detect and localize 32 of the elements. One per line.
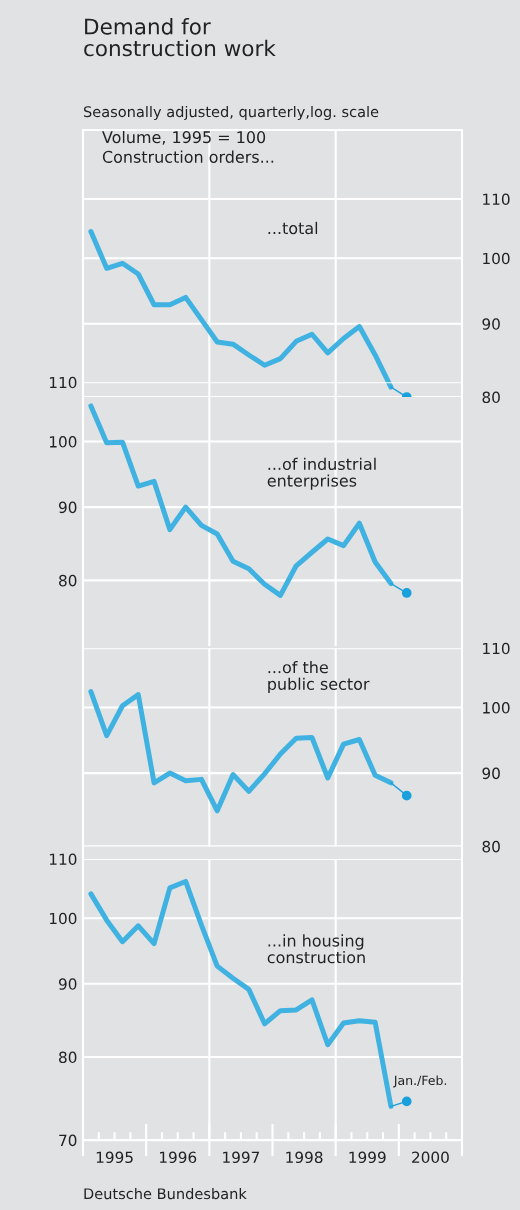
annotation: ...of the public sector — [268, 660, 370, 694]
y2-tick-label: 80 — [482, 840, 500, 853]
annotation: ...total — [268, 221, 318, 235]
x-tick-label: 1996 — [159, 1151, 197, 1164]
y2-tick-label: 100 — [483, 702, 510, 714]
y2-tick-label: 90 — [482, 318, 500, 330]
annotation: Jan./Feb. — [393, 1075, 447, 1088]
x-tick-label: 1997 — [223, 1151, 260, 1164]
y2-tick-label: 110 — [483, 193, 510, 205]
y2-tick-label: 80 — [482, 391, 500, 404]
x-tick-label: 1999 — [349, 1151, 386, 1164]
x-tick-label: 2000 — [412, 1151, 449, 1164]
y-tick-label: 110 — [49, 376, 77, 389]
y-tick-label: 110 — [49, 853, 77, 866]
y-tick-label: 100 — [49, 912, 77, 925]
y2-tick-label: 90 — [482, 767, 500, 780]
x-tick-label: 1998 — [286, 1151, 323, 1164]
y-tick-label: 100 — [49, 436, 77, 448]
y-tick-label: 90 — [58, 978, 77, 990]
y-tick-label: 90 — [58, 501, 77, 514]
y-tick-label: 70 — [59, 1134, 77, 1147]
y2-tick-label: 100 — [483, 252, 510, 265]
text: Deutsche Bundesbank — [84, 1187, 247, 1200]
chart-title: Demand for construction work — [84, 18, 276, 57]
chart-subtitle: Seasonally adjusted, quarterly,log. scale — [83, 105, 379, 121]
y-tick-label: 80 — [59, 574, 77, 587]
annotation: Volume, 1995 = 100 Construction orders... — [102, 130, 274, 163]
x-tick-label: 1995 — [96, 1151, 133, 1164]
annotation: ...in housing construction — [267, 934, 365, 964]
annotation: ...of industrial enterprises — [267, 457, 376, 490]
y2-tick-label: 110 — [483, 642, 510, 655]
y-tick-label: 80 — [59, 1051, 77, 1064]
